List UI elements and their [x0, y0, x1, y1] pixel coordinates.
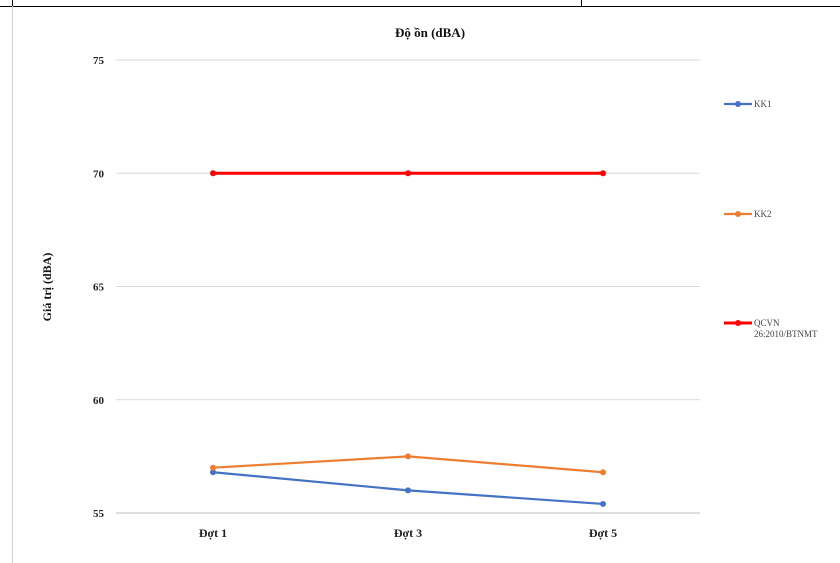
- data-point: [600, 170, 606, 177]
- data-point: [600, 500, 606, 507]
- data-point: [600, 469, 606, 476]
- x-tick-label: Đợt 3: [394, 526, 422, 540]
- y-tick-label: 70: [93, 168, 105, 180]
- x-axis-tick-labels: Đợt 1 Đợt 3 Đợt 5: [199, 526, 617, 540]
- legend: KK1 KK2 QCVN 26:2010/BTNMT: [724, 99, 818, 339]
- gridlines: [116, 59, 700, 514]
- legend-label: QCVN 26:2010/BTNMT: [754, 318, 818, 339]
- y-tick-label: 65: [93, 282, 105, 294]
- data-point: [405, 487, 411, 494]
- series-3: [210, 170, 606, 177]
- table-cell-divider-middle: [581, 0, 582, 7]
- y-axis-title: Giá trị (dBA): [40, 253, 54, 322]
- legend-item: KK1: [724, 99, 772, 109]
- table-cell-divider-left: [12, 0, 13, 7]
- legend-swatch-marker: [735, 101, 741, 107]
- data-point: [210, 469, 216, 476]
- y-tick-label: 75: [93, 55, 105, 67]
- legend-label-line: QCVN: [754, 318, 780, 328]
- data-point: [405, 453, 411, 460]
- legend-swatch-marker: [735, 320, 741, 326]
- x-tick-label: Đợt 1: [199, 526, 227, 540]
- legend-item: KK2: [724, 209, 772, 219]
- legend-label: KK2: [754, 209, 772, 219]
- data-point: [210, 170, 216, 177]
- table-top-border: [0, 6, 840, 7]
- y-tick-label: 55: [93, 508, 105, 520]
- series-1: [210, 469, 606, 507]
- series-2: [210, 453, 606, 476]
- legend-swatch-marker: [735, 211, 741, 217]
- data-point: [405, 170, 411, 177]
- chart-left-border: [12, 6, 13, 563]
- y-axis-tick-labels: 55 60 65 70 75: [93, 55, 105, 520]
- chart-title: Độ ồn (dBA): [395, 25, 465, 40]
- data-point: [210, 464, 216, 471]
- legend-label-line: 26:2010/BTNMT: [754, 329, 818, 339]
- legend-label: KK1: [754, 99, 772, 109]
- y-tick-label: 60: [93, 395, 105, 407]
- series-lines: [210, 170, 606, 507]
- x-tick-label: Đợt 5: [589, 526, 617, 540]
- legend-item: QCVN 26:2010/BTNMT: [724, 318, 818, 339]
